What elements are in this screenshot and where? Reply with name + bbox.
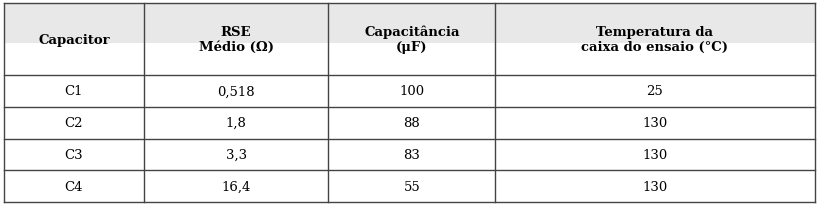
Text: 3,3: 3,3 (225, 148, 247, 161)
Text: RSE
Médio (Ω): RSE Médio (Ω) (198, 26, 274, 54)
Text: 130: 130 (642, 180, 667, 193)
Text: C2: C2 (65, 117, 84, 130)
Text: 0,518: 0,518 (217, 85, 255, 98)
Bar (4, 139, 815, 170)
Text: C4: C4 (65, 180, 84, 193)
Bar (4, 107, 815, 139)
Text: 130: 130 (642, 148, 667, 161)
Text: 16,4: 16,4 (221, 180, 251, 193)
Text: 25: 25 (647, 85, 663, 98)
Text: 100: 100 (399, 85, 424, 98)
Text: C3: C3 (65, 148, 84, 161)
Text: Capacitor: Capacitor (38, 34, 110, 46)
Text: 1,8: 1,8 (226, 117, 247, 130)
Bar (4, 76, 815, 107)
Text: 130: 130 (642, 117, 667, 130)
Text: Capacitância
(μF): Capacitância (μF) (364, 26, 459, 54)
Text: 83: 83 (403, 148, 420, 161)
Text: Temperatura da
caixa do ensaio (°C): Temperatura da caixa do ensaio (°C) (581, 26, 728, 54)
Bar (4, 44, 815, 76)
Text: 88: 88 (404, 117, 420, 130)
Text: 55: 55 (404, 180, 420, 193)
Text: C1: C1 (65, 85, 84, 98)
Bar (4, 4, 815, 76)
